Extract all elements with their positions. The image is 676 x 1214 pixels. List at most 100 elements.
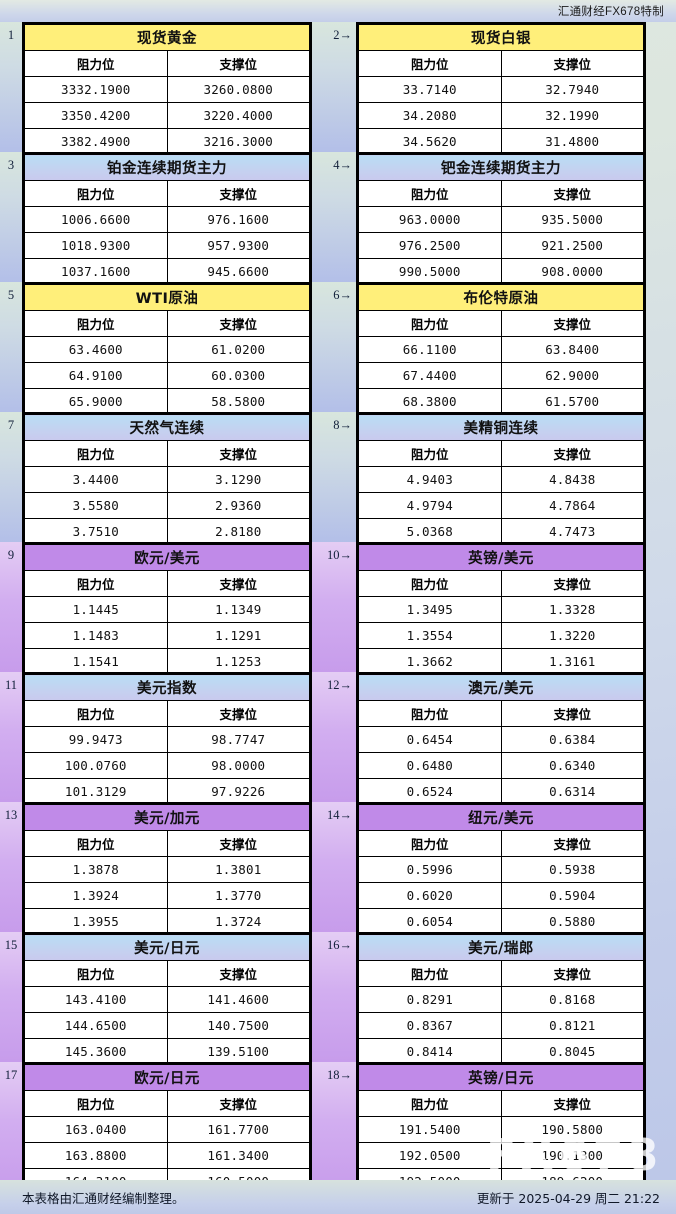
resistance-value: 99.9473 bbox=[24, 726, 168, 753]
support-value: 141.4600 bbox=[166, 986, 310, 1013]
resistance-value: 0.6454 bbox=[358, 726, 502, 753]
levels-table: 美元/瑞郎 阻力位 支撑位 0.8291 0.8168 0.8367 0.8121 0.841… bbox=[358, 934, 644, 1065]
table-row: 0.5996 0.5938 bbox=[358, 856, 644, 883]
support-value: 0.6340 bbox=[500, 752, 644, 779]
resistance-value: 1.3495 bbox=[358, 596, 502, 623]
table-row: 0.6054 0.5880 bbox=[358, 908, 644, 935]
instrument-column-right: 现货白银 阻力位 支撑位 33.7140 32.7940 34.2080 32.1990 34… bbox=[356, 22, 646, 1195]
row-marker-label: 9 bbox=[7, 547, 15, 562]
column-header-support: 支撑位 bbox=[166, 700, 310, 727]
row-marker-3: 3 bbox=[0, 152, 22, 282]
instrument-title: 铂金连续期货主力 bbox=[24, 154, 310, 181]
resistance-value: 1.3924 bbox=[24, 882, 168, 909]
support-value: 60.0300 bbox=[166, 362, 310, 389]
table-row: 3.4400 3.1290 bbox=[24, 466, 310, 493]
table-row: 1.3924 1.3770 bbox=[24, 882, 310, 909]
support-value: 97.9226 bbox=[166, 778, 310, 805]
instrument-title: 现货黄金 bbox=[24, 24, 310, 51]
support-value: 32.7940 bbox=[500, 76, 644, 103]
levels-table: 美元/加元 阻力位 支撑位 1.3878 1.3801 1.3924 1.3770 1.395… bbox=[24, 804, 310, 935]
table-row: 963.0000 935.5000 bbox=[358, 206, 644, 233]
support-value: 3260.0800 bbox=[166, 76, 310, 103]
resistance-value: 192.0500 bbox=[358, 1142, 502, 1169]
table-row: 101.3129 97.9226 bbox=[24, 778, 310, 805]
resistance-value: 0.6524 bbox=[358, 778, 502, 805]
support-value: 0.5904 bbox=[500, 882, 644, 909]
levels-table: 美精铜连续 阻力位 支撑位 4.9403 4.8438 4.9794 4.7864 5.036… bbox=[358, 414, 644, 545]
row-marker-10: 10→ bbox=[312, 542, 356, 672]
resistance-value: 990.5000 bbox=[358, 258, 502, 285]
table-row: 3332.1900 3260.0800 bbox=[24, 76, 310, 103]
row-marker-6: 6→ bbox=[312, 282, 356, 412]
resistance-value: 34.5620 bbox=[358, 128, 502, 155]
support-value: 139.5100 bbox=[166, 1038, 310, 1065]
support-value: 0.8045 bbox=[500, 1038, 644, 1065]
resistance-value: 66.1100 bbox=[358, 336, 502, 363]
levels-table: 美元指数 阻力位 支撑位 99.9473 98.7747 100.0760 98.0000 1… bbox=[24, 674, 310, 805]
resistance-value: 4.9403 bbox=[358, 466, 502, 493]
table-row: 65.9000 58.5800 bbox=[24, 388, 310, 415]
row-marker-11: 11 bbox=[0, 672, 22, 802]
support-value: 976.1600 bbox=[166, 206, 310, 233]
instrument-title: 美元/加元 bbox=[24, 804, 310, 831]
resistance-value: 1018.9300 bbox=[24, 232, 168, 259]
column-header-resistance: 阻力位 bbox=[358, 180, 502, 207]
resistance-value: 143.4100 bbox=[24, 986, 168, 1013]
column-header-resistance: 阻力位 bbox=[24, 570, 168, 597]
support-value: 4.7864 bbox=[500, 492, 644, 519]
table-row: 976.2500 921.2500 bbox=[358, 232, 644, 259]
instrument-title: WTI原油 bbox=[24, 284, 310, 311]
support-value: 58.5800 bbox=[166, 388, 310, 415]
support-value: 161.3400 bbox=[166, 1142, 310, 1169]
row-marker-label: 1 bbox=[7, 27, 15, 42]
row-number-gutter-left: 1 3 5 7 9 11 13 15 17 bbox=[0, 22, 22, 1192]
table-row: 3350.4200 3220.4000 bbox=[24, 102, 310, 129]
table-row: 3382.4900 3216.3000 bbox=[24, 128, 310, 155]
column-header-support: 支撑位 bbox=[500, 1090, 644, 1117]
table-row: 67.4400 62.9000 bbox=[358, 362, 644, 389]
column-header-resistance: 阻力位 bbox=[24, 1090, 168, 1117]
instrument-block: 现货黄金 阻力位 支撑位 3332.1900 3260.0800 3350.4200 322… bbox=[22, 22, 312, 155]
instrument-block: 美精铜连续 阻力位 支撑位 4.9403 4.8438 4.9794 4.7864 5.036… bbox=[356, 412, 646, 545]
column-header-support: 支撑位 bbox=[500, 570, 644, 597]
resistance-value: 3.5580 bbox=[24, 492, 168, 519]
support-value: 0.8121 bbox=[500, 1012, 644, 1039]
instrument-title: 欧元/美元 bbox=[24, 544, 310, 571]
instrument-column-left: 现货黄金 阻力位 支撑位 3332.1900 3260.0800 3350.4200 322… bbox=[22, 22, 312, 1195]
levels-table: 美元/日元 阻力位 支撑位 143.4100 141.4600 144.6500 140.7… bbox=[24, 934, 310, 1065]
column-header-resistance: 阻力位 bbox=[358, 960, 502, 987]
support-value: 3.1290 bbox=[166, 466, 310, 493]
table-row: 143.4100 141.4600 bbox=[24, 986, 310, 1013]
table-row: 144.6500 140.7500 bbox=[24, 1012, 310, 1039]
support-value: 62.9000 bbox=[500, 362, 644, 389]
column-header-resistance: 阻力位 bbox=[24, 830, 168, 857]
resistance-value: 1.1541 bbox=[24, 648, 168, 675]
row-marker-7: 7 bbox=[0, 412, 22, 542]
resistance-value: 34.2080 bbox=[358, 102, 502, 129]
brand-bar: 汇通财经FX678特制 bbox=[0, 0, 676, 22]
resistance-value: 0.6054 bbox=[358, 908, 502, 935]
row-marker-17: 17 bbox=[0, 1062, 22, 1192]
table-row: 1.1445 1.1349 bbox=[24, 596, 310, 623]
support-value: 3216.3000 bbox=[166, 128, 310, 155]
resistance-value: 64.9100 bbox=[24, 362, 168, 389]
table-row: 1.3662 1.3161 bbox=[358, 648, 644, 675]
row-marker-13: 13 bbox=[0, 802, 22, 932]
footer-updated: 更新于 2025-04-29 周二 21:22 bbox=[476, 1190, 660, 1206]
support-value: 1.3770 bbox=[166, 882, 310, 909]
row-marker-label: 6→ bbox=[333, 287, 352, 302]
instrument-block: 英镑/美元 阻力位 支撑位 1.3495 1.3328 1.3554 1.3220 1.366… bbox=[356, 542, 646, 675]
row-marker-label: 11 bbox=[4, 677, 18, 692]
levels-table: 天然气连续 阻力位 支撑位 3.4400 3.1290 3.5580 2.9360 3.751… bbox=[24, 414, 310, 545]
column-header-resistance: 阻力位 bbox=[24, 50, 168, 77]
support-value: 1.1253 bbox=[166, 648, 310, 675]
resistance-value: 191.5400 bbox=[358, 1116, 502, 1143]
column-header-support: 支撑位 bbox=[166, 570, 310, 597]
resistance-value: 0.6020 bbox=[358, 882, 502, 909]
resistance-value: 1.1483 bbox=[24, 622, 168, 649]
row-marker-label: 10→ bbox=[327, 547, 352, 562]
row-marker-label: 3 bbox=[7, 157, 15, 172]
support-value: 140.7500 bbox=[166, 1012, 310, 1039]
support-value: 1.3724 bbox=[166, 908, 310, 935]
row-marker-9: 9 bbox=[0, 542, 22, 672]
